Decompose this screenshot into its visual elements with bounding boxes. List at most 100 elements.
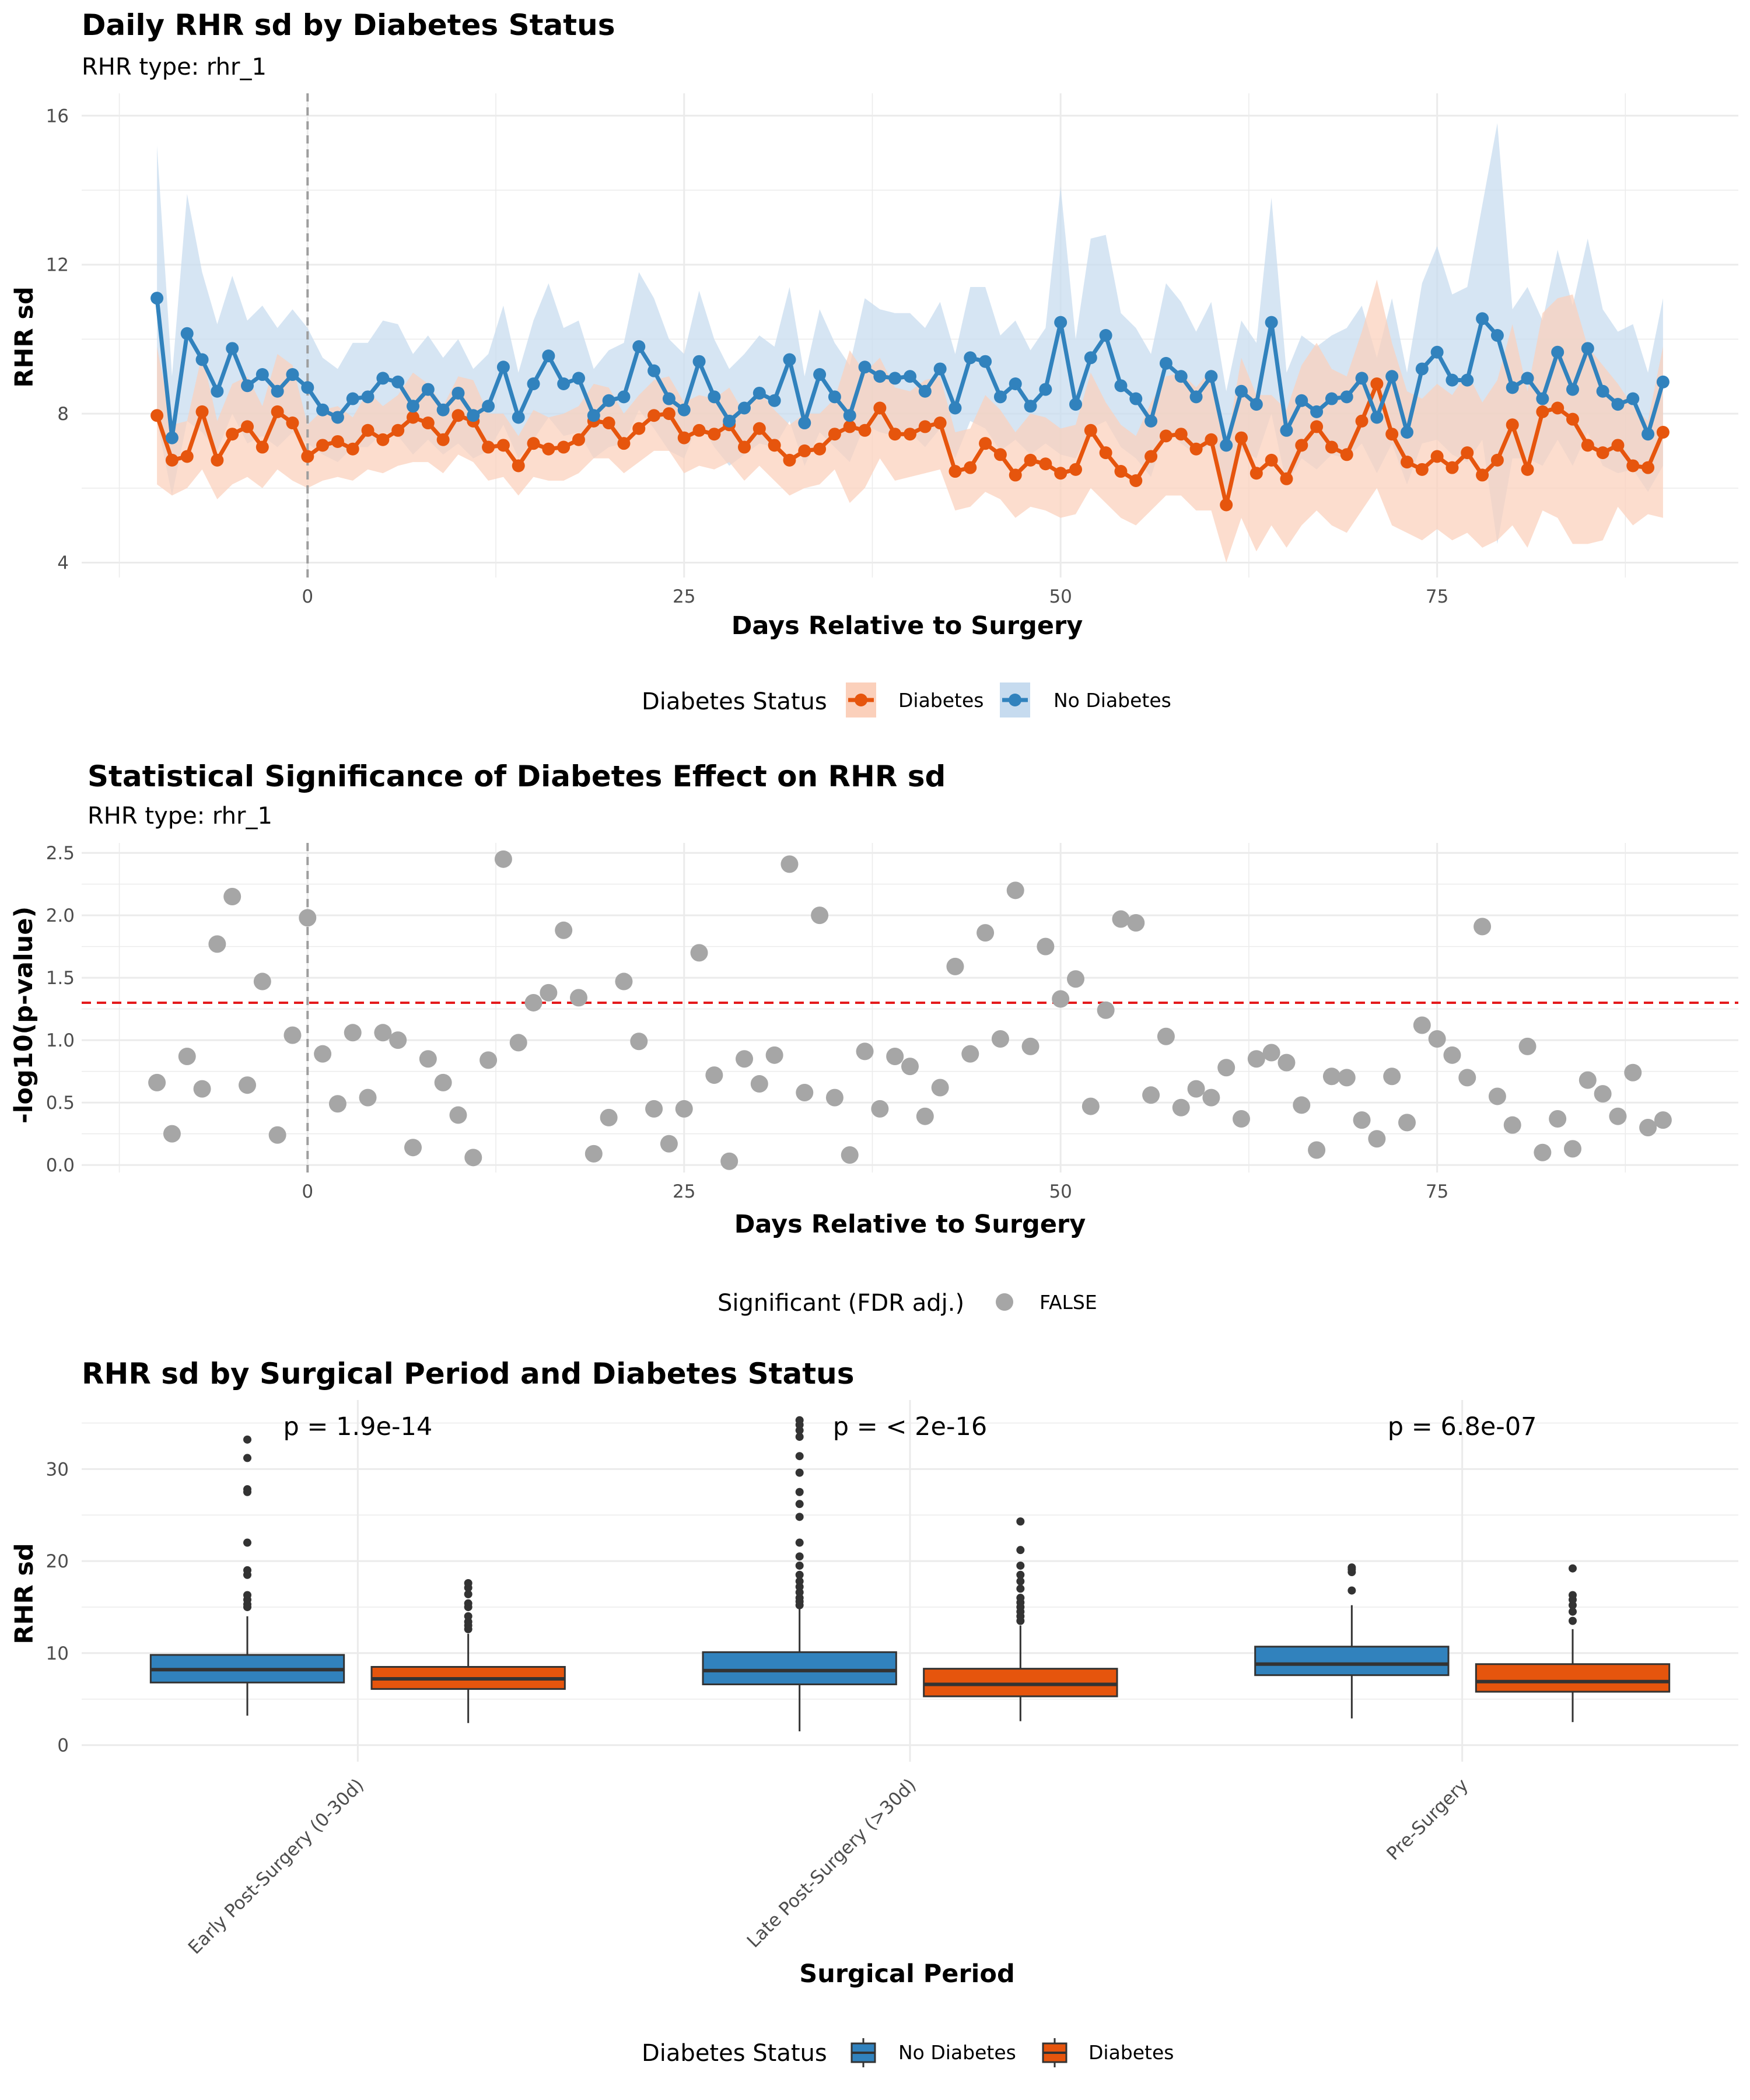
- chart-title: RHR sd by Surgical Period and Diabetes S…: [82, 1357, 855, 1391]
- point-diabetes: [1325, 440, 1338, 454]
- legend-title: Diabetes Status: [642, 688, 827, 715]
- point-no-diabetes: [1325, 392, 1338, 405]
- point-no-diabetes: [662, 392, 676, 405]
- pvalue-point: [1187, 1080, 1205, 1098]
- pvalue-point: [841, 1146, 859, 1164]
- outlier-point: [1016, 1561, 1025, 1570]
- pvalue-point: [1202, 1088, 1220, 1107]
- point-no-diabetes: [783, 353, 796, 366]
- legend-label-no-diabetes: No Diabetes: [898, 2041, 1016, 2064]
- legend-key-diabetes: [1042, 2038, 1068, 2067]
- point-no-diabetes: [211, 384, 224, 398]
- pvalue-point: [871, 1100, 889, 1118]
- point-diabetes: [331, 435, 344, 448]
- pvalue-point: [268, 1126, 286, 1144]
- pvalue-point: [916, 1107, 934, 1125]
- point-no-diabetes: [301, 381, 314, 394]
- pvalue-point: [464, 1149, 482, 1167]
- point-no-diabetes: [1220, 439, 1233, 452]
- point-no-diabetes: [904, 370, 916, 383]
- pvalue-point: [736, 1050, 753, 1068]
- point-no-diabetes: [361, 390, 374, 404]
- outlier-point: [795, 1538, 804, 1547]
- point-no-diabetes: [557, 377, 570, 390]
- gridlines: [82, 843, 1738, 1172]
- pvalue-point: [1247, 1050, 1265, 1068]
- pvalue-point: [524, 993, 542, 1012]
- pvalue-point: [1233, 1110, 1250, 1128]
- pvalue-point: [1639, 1118, 1657, 1136]
- point-no-diabetes: [632, 340, 646, 354]
- outlier-point: [1016, 1584, 1025, 1593]
- pvalue-point: [977, 924, 995, 942]
- pvalue-point: [419, 1050, 437, 1068]
- point-diabetes: [286, 416, 299, 430]
- p-value-annotation: p = 6.8e-07: [1388, 1412, 1537, 1441]
- point-diabetes: [1054, 467, 1068, 480]
- p-value-annotations: p = 1.9e-14 p = < 2e-16 p = 6.8e-07: [283, 1412, 1536, 1441]
- point-diabetes: [542, 442, 555, 456]
- pvalue-point: [1488, 1087, 1506, 1105]
- point-diabetes: [1129, 474, 1143, 487]
- pvalue-point: [1474, 918, 1492, 936]
- point-no-diabetes: [1642, 428, 1655, 441]
- outlier-point: [795, 1452, 804, 1461]
- point-diabetes: [843, 420, 856, 433]
- y-axis-title: -log10(p-value): [9, 907, 38, 1124]
- point-diabetes: [195, 405, 209, 418]
- pvalue-point: [1564, 1140, 1581, 1158]
- point-no-diabetes: [1235, 384, 1248, 398]
- point-diabetes: [1084, 424, 1097, 437]
- pvalue-point: [1458, 1069, 1476, 1087]
- point-no-diabetes: [752, 386, 766, 400]
- pvalue-point: [1609, 1107, 1627, 1125]
- point-diabetes: [1114, 465, 1128, 478]
- point-no-diabetes: [195, 353, 209, 366]
- point-diabetes: [1235, 431, 1248, 444]
- point-diabetes: [1189, 442, 1203, 456]
- outlier-point: [795, 1552, 804, 1561]
- point-diabetes: [1174, 428, 1188, 441]
- gridlines: [82, 1400, 1738, 1762]
- point-diabetes: [904, 428, 916, 441]
- point-diabetes: [933, 416, 947, 430]
- pvalue-point: [600, 1108, 618, 1126]
- pvalue-point: [750, 1075, 768, 1093]
- point-no-diabetes: [376, 372, 390, 385]
- y-tick-label: 2.5: [46, 843, 75, 864]
- point-no-diabetes: [768, 394, 781, 407]
- pvalue-point: [163, 1125, 181, 1143]
- point-no-diabetes: [1446, 373, 1459, 387]
- pvalue-point: [1172, 1098, 1190, 1116]
- point-diabetes: [1656, 426, 1670, 439]
- point-diabetes: [979, 437, 992, 450]
- point-diabetes: [165, 453, 178, 467]
- pvalue-point: [1082, 1097, 1100, 1115]
- p-value-annotation: p = 1.9e-14: [283, 1412, 432, 1441]
- outlier-point: [1569, 1591, 1577, 1600]
- point-diabetes: [1295, 439, 1308, 452]
- pvalue-point: [208, 935, 226, 953]
- point-no-diabetes: [1310, 405, 1324, 418]
- pvalue-point: [1624, 1063, 1642, 1082]
- p-value-annotation: p = < 2e-16: [833, 1412, 987, 1441]
- point-no-diabetes: [407, 400, 419, 413]
- point-no-diabetes: [436, 403, 450, 416]
- outlier-point: [1348, 1586, 1356, 1595]
- x-tick-label: 25: [673, 586, 695, 607]
- point-no-diabetes: [467, 409, 480, 422]
- point-no-diabetes: [1385, 370, 1399, 383]
- point-no-diabetes: [1099, 329, 1112, 342]
- outlier-point: [1569, 1616, 1577, 1625]
- pvalue-point: [1578, 1071, 1597, 1089]
- point-diabetes: [1220, 498, 1233, 512]
- y-tick-label: 4: [57, 552, 69, 573]
- point-diabetes: [1490, 453, 1504, 467]
- point-diabetes: [964, 461, 977, 474]
- point-no-diabetes: [858, 360, 872, 374]
- point-diabetes: [1250, 467, 1263, 480]
- box-no-diabetes: [702, 1651, 897, 1685]
- point-diabetes: [361, 424, 374, 437]
- line-chart-panel: Daily RHR sd by Diabetes Status RHR type…: [10, 8, 1738, 718]
- pvalue-point: [449, 1106, 467, 1124]
